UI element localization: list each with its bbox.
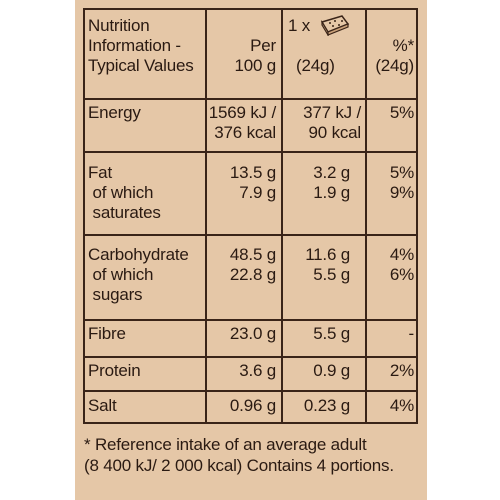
nutrition-panel <box>75 0 427 500</box>
footnote-line: (8 400 kJ/ 2 000 kcal) Contains 4 portio… <box>84 456 394 475</box>
carbs-label: of which <box>88 265 154 284</box>
fat-portion: 1.9 g <box>313 183 350 202</box>
energy-per100: 376 kcal <box>214 123 276 142</box>
header-1x: 1 x <box>288 16 311 35</box>
header-24g-ri: (24g) <box>375 56 414 75</box>
fibre-ri: - <box>408 324 415 343</box>
salt-label: Salt <box>88 396 117 415</box>
energy-ri: 5% <box>389 103 414 122</box>
nutrition-table <box>83 8 418 424</box>
carbs-portion: 5.5 g <box>313 265 350 284</box>
divider <box>85 356 416 358</box>
fat-ri: 9% <box>389 183 414 202</box>
fat-per100: 7.9 g <box>239 183 276 202</box>
salt-portion: 0.23 g <box>303 396 350 415</box>
energy-portion: 90 kcal <box>308 123 362 142</box>
header-line: Typical Values <box>88 56 194 75</box>
divider <box>365 10 367 422</box>
fibre-per100: 23.0 g <box>229 324 276 343</box>
fibre-label: Fibre <box>88 324 126 343</box>
energy-label: Energy <box>88 103 141 122</box>
footnote-line: * Reference intake of an average adult <box>84 435 367 454</box>
protein-label: Protein <box>88 361 141 380</box>
header-per: Per <box>250 36 276 55</box>
header-percent: %* <box>392 36 415 55</box>
header-100g: 100 g <box>234 56 276 75</box>
carbs-ri: 6% <box>389 265 414 284</box>
header-line: Nutrition <box>88 16 150 35</box>
divider <box>85 234 416 236</box>
energy-portion: 377 kJ / <box>303 103 361 122</box>
divider <box>205 10 207 422</box>
salt-per100: 0.96 g <box>229 396 276 415</box>
fat-portion: 3.2 g <box>313 163 350 182</box>
fibre-portion: 5.5 g <box>313 324 350 343</box>
fat-label: saturates <box>88 203 161 222</box>
protein-per100: 3.6 g <box>239 361 276 380</box>
fat-label: Fat <box>88 163 112 182</box>
carbs-label: Carbohydrate <box>88 245 189 264</box>
fat-ri: 5% <box>389 163 414 182</box>
fat-label: of which <box>88 183 154 202</box>
carbs-ri: 4% <box>389 245 414 264</box>
divider <box>281 10 283 422</box>
carbs-label: sugars <box>88 285 143 304</box>
divider <box>85 390 416 392</box>
header-line: Information - <box>88 36 181 55</box>
divider <box>85 98 416 100</box>
protein-ri: 2% <box>389 361 414 380</box>
footnote: * Reference intake of an average adult (… <box>84 434 394 476</box>
header-24g: (24g) <box>296 56 335 75</box>
divider <box>85 151 416 153</box>
cereal-bar-icon <box>320 15 350 36</box>
fat-per100: 13.5 g <box>229 163 276 182</box>
carbs-portion: 11.6 g <box>305 245 350 264</box>
salt-ri: 4% <box>389 396 414 415</box>
protein-portion: 0.9 g <box>313 361 350 380</box>
carbs-per100: 22.8 g <box>229 265 276 284</box>
divider <box>85 319 416 321</box>
energy-per100: 1569 kJ / <box>208 103 276 122</box>
carbs-per100: 48.5 g <box>229 245 276 264</box>
